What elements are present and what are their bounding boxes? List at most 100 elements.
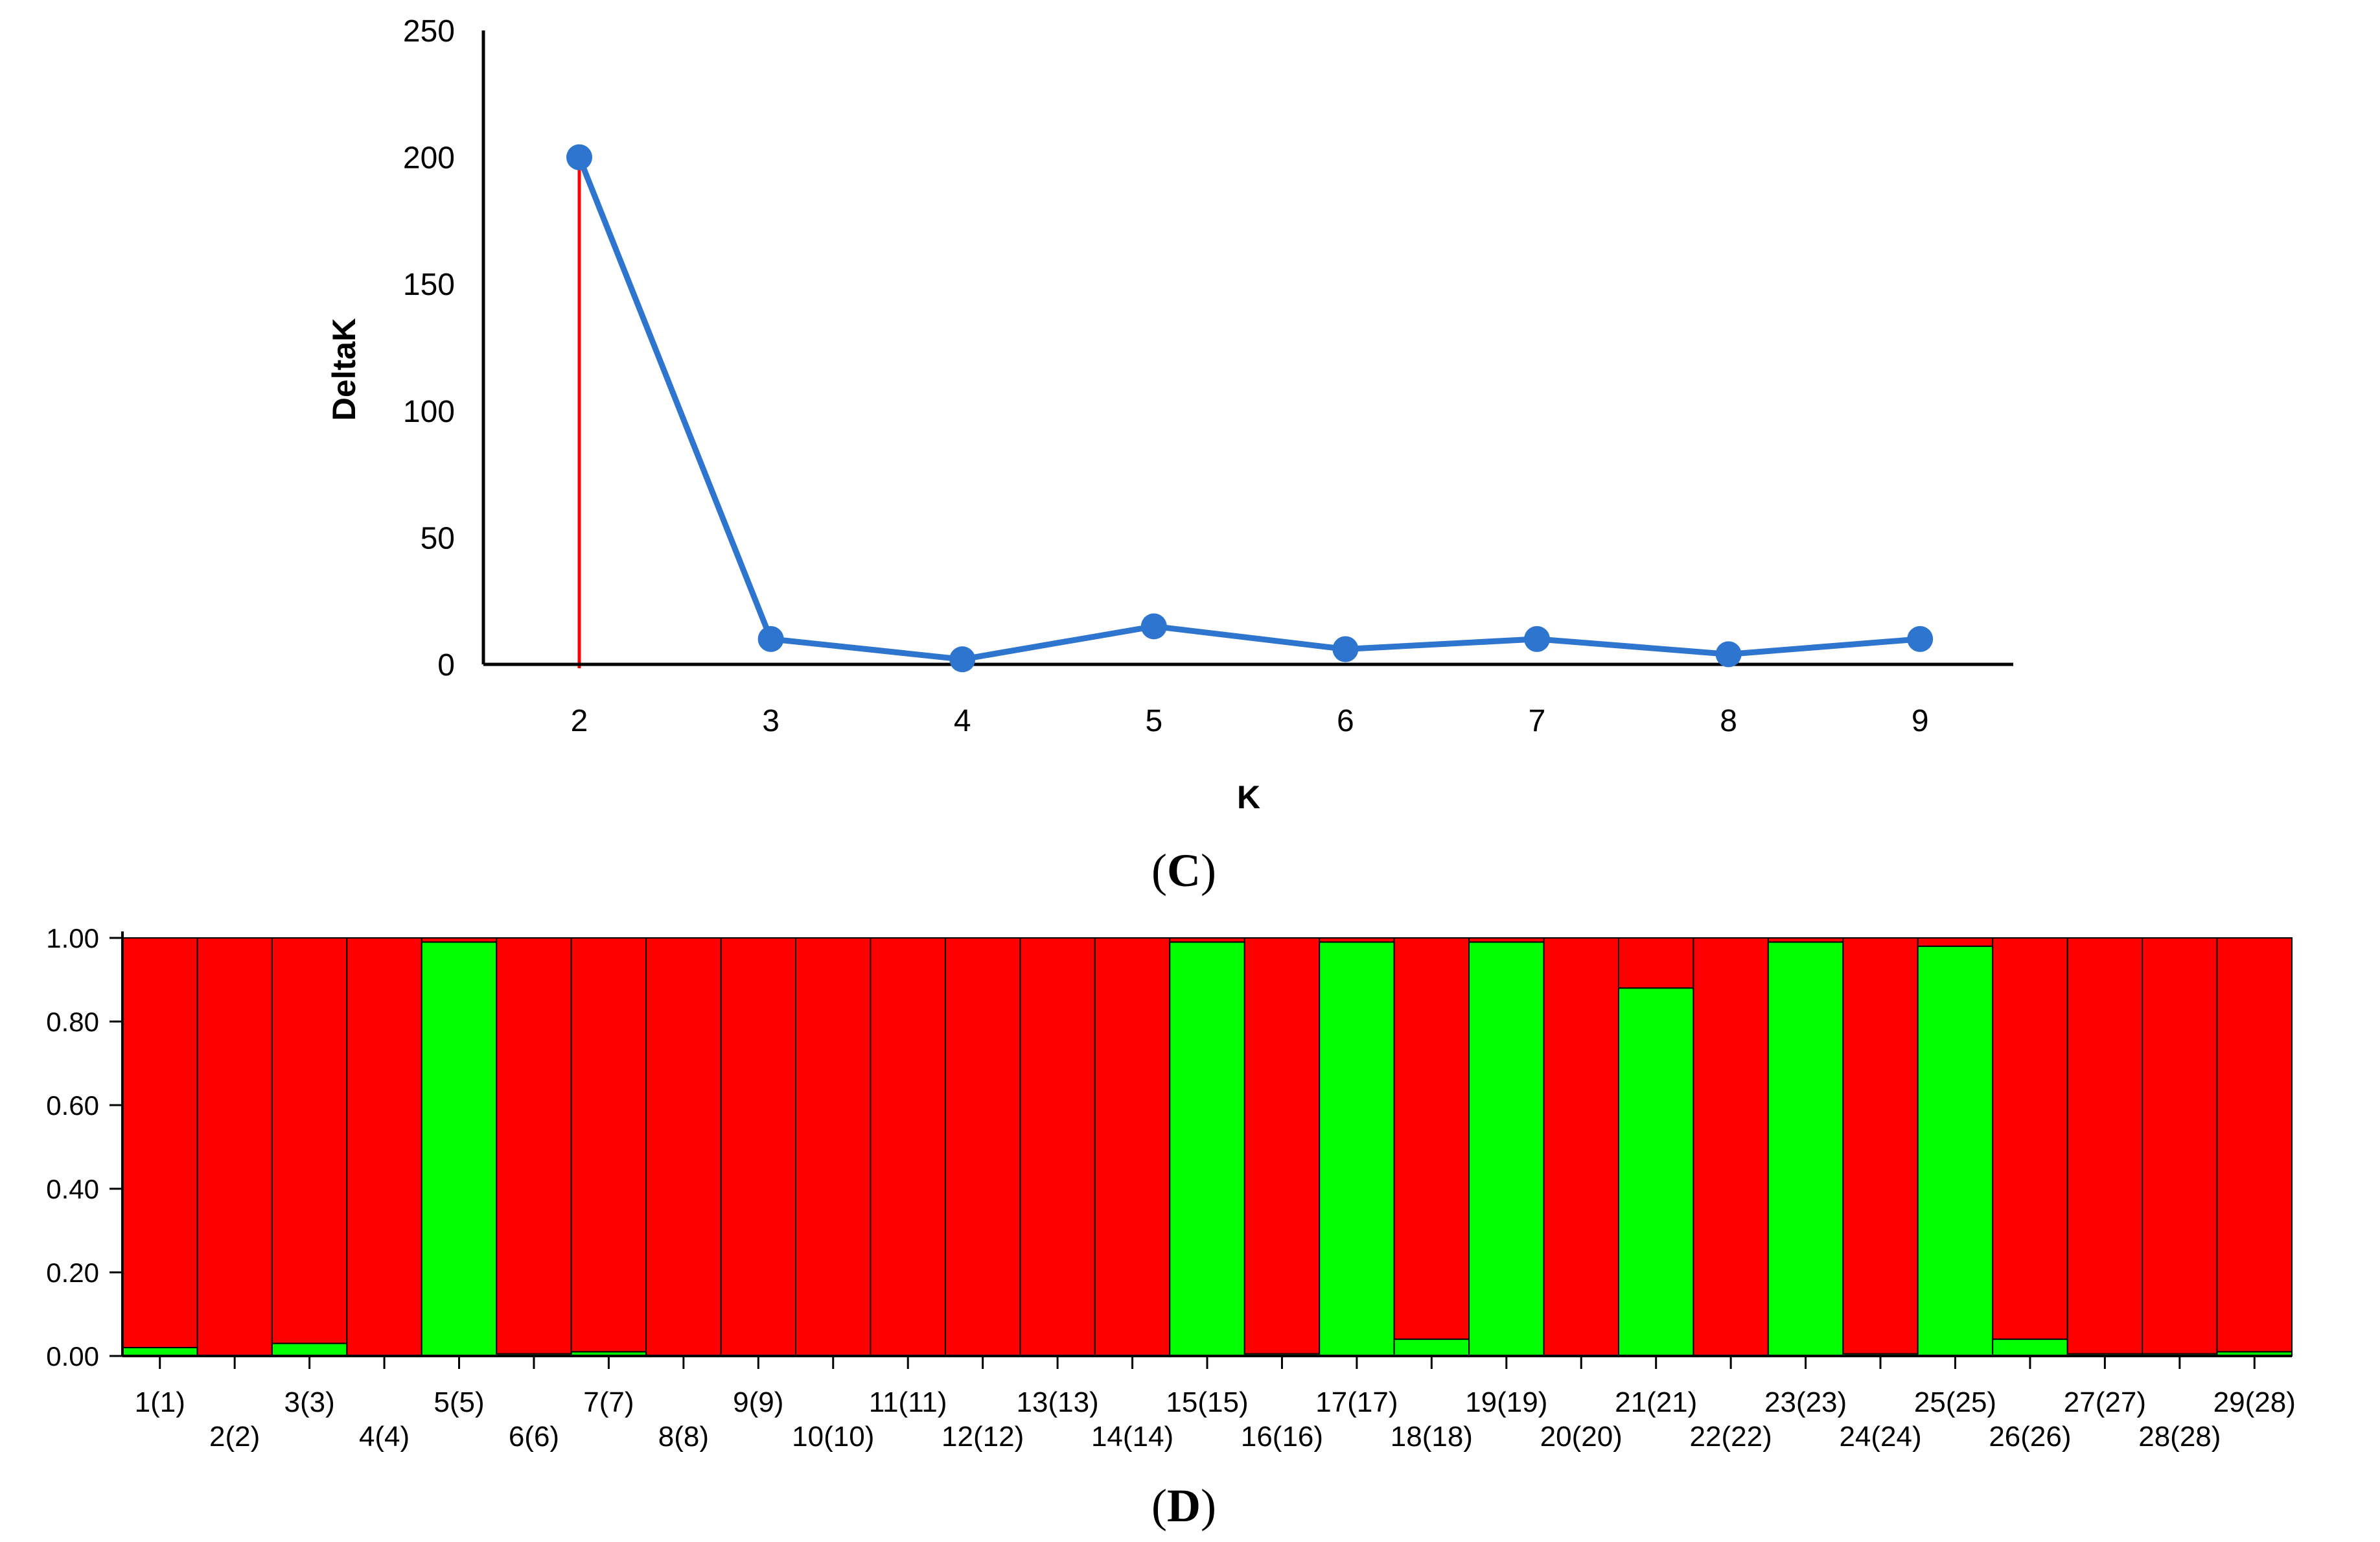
d-caption-letter: D: [1167, 1480, 1201, 1532]
d-bar-cluster2: [1169, 941, 1245, 1357]
d-bar-cluster1: [570, 937, 647, 1353]
c-x-tick-label: 9: [1912, 704, 1929, 738]
d-bar-cluster1: [271, 937, 348, 1344]
c-data-point: [1715, 641, 1742, 668]
d-bar-cluster1: [1917, 937, 1994, 947]
d-bar-cluster2: [1319, 941, 1395, 1357]
d-x-tick-label: 18(18): [1391, 1421, 1473, 1453]
d-bar-cluster2: [1917, 945, 1994, 1357]
d-bar-cluster2: [1617, 987, 1694, 1357]
d-bar-cluster2: [271, 1342, 348, 1357]
c-x-tick-label: 4: [954, 704, 971, 738]
d-x-tick-label: 4(4): [359, 1421, 410, 1453]
d-x-tick-label: 29(28): [2213, 1386, 2296, 1418]
c-data-point: [566, 144, 592, 170]
d-x-tick-label: 5(5): [433, 1386, 484, 1418]
d-x-tick-label: 6(6): [509, 1421, 559, 1453]
c-x-tick-label: 5: [1145, 704, 1162, 738]
d-x-tick-label: 21(21): [1615, 1386, 1697, 1418]
c-caption-letter: C: [1167, 845, 1201, 896]
d-caption-open: (: [1151, 1480, 1167, 1532]
d-bar-cluster1: [944, 937, 1021, 1357]
d-bar-cluster2: [1468, 941, 1545, 1357]
c-x-tick-label: 8: [1720, 704, 1737, 738]
c-y-tick-label: 50: [421, 521, 455, 555]
d-x-tick-label: 20(20): [1540, 1421, 1623, 1453]
d-y-tick-label: 0.40: [46, 1174, 99, 1204]
d-bar-cluster1: [1617, 937, 1694, 989]
panel-c-caption: (C): [1151, 845, 1216, 896]
d-x-tick-label: 28(28): [2138, 1421, 2221, 1453]
d-bar-cluster1: [1992, 937, 2068, 1340]
d-bar-cluster1: [1019, 937, 1096, 1357]
d-bar-cluster1: [1243, 937, 1321, 1355]
d-bar-cluster1: [1693, 937, 1769, 1357]
c-x-tick-label: 7: [1529, 704, 1546, 738]
d-bar-cluster2: [1767, 941, 1844, 1357]
c-y-tick-label: 0: [437, 648, 455, 683]
panel-d-caption: (D): [1151, 1480, 1216, 1532]
c-data-point: [1524, 625, 1550, 652]
d-x-tick-label: 24(24): [1839, 1421, 1921, 1453]
d-y-tick-label: 0.00: [46, 1341, 99, 1372]
c-y-axis-label: DeltaK: [326, 318, 362, 421]
d-x-tick-label: 11(11): [869, 1386, 947, 1418]
c-x-tick-label: 2: [571, 704, 588, 738]
d-bar-cluster1: [1543, 937, 1619, 1357]
d-x-tick-label: 2(2): [209, 1421, 260, 1453]
d-x-tick-label: 22(22): [1690, 1421, 1772, 1453]
d-y-tick-label: 1.00: [46, 923, 99, 953]
d-bar-cluster1: [645, 937, 722, 1357]
d-bar-cluster2: [421, 941, 498, 1357]
d-x-tick-label: 17(17): [1315, 1386, 1398, 1418]
d-bar-cluster1: [122, 937, 198, 1349]
d-bar-cluster1: [2066, 937, 2143, 1355]
c-y-tick-label: 200: [403, 141, 455, 176]
d-bar-cluster1: [1842, 937, 1919, 1355]
d-bar-cluster1: [2216, 937, 2293, 1353]
d-x-tick-label: 26(26): [1989, 1421, 2071, 1453]
d-bar-cluster1: [795, 937, 872, 1357]
d-bar-cluster1: [1094, 937, 1171, 1357]
c-x-tick-label: 3: [762, 704, 780, 738]
d-caption-close: ): [1201, 1480, 1216, 1532]
c-data-point: [1140, 613, 1167, 640]
c-caption-open: (: [1151, 845, 1167, 896]
d-x-tick-label: 19(19): [1465, 1386, 1547, 1418]
d-x-tick-label: 14(14): [1091, 1421, 1173, 1453]
d-bar-cluster1: [496, 937, 572, 1355]
d-x-tick-label: 16(16): [1241, 1421, 1323, 1453]
d-bar-cluster2: [1992, 1338, 2068, 1357]
c-data-point: [757, 625, 784, 652]
d-bar-cluster1: [346, 937, 422, 1357]
d-y-tick-label: 0.80: [46, 1007, 99, 1037]
d-bar-cluster1: [720, 937, 797, 1357]
d-x-tick-label: 9(9): [733, 1386, 783, 1418]
d-x-tick-label: 23(23): [1764, 1386, 1847, 1418]
d-x-tick-label: 3(3): [284, 1386, 334, 1418]
c-caption-close: ): [1201, 845, 1216, 896]
d-y-tick-label: 0.60: [46, 1090, 99, 1121]
d-bar-cluster1: [1393, 937, 1470, 1340]
c-deltak-line: [576, 156, 1921, 662]
d-bar-cluster1: [870, 937, 946, 1357]
d-x-tick-label: 15(15): [1166, 1386, 1248, 1418]
c-y-tick-label: 150: [403, 268, 455, 302]
d-x-tick-label: 13(13): [1017, 1386, 1099, 1418]
d-y-tick-label: 0.20: [46, 1257, 99, 1288]
d-bar-cluster1: [196, 937, 273, 1357]
c-y-tick-label: 100: [403, 395, 455, 429]
d-x-tick-label: 7(7): [583, 1386, 634, 1418]
d-x-tick-label: 25(25): [1914, 1386, 1996, 1418]
c-data-point: [949, 646, 976, 673]
d-x-tick-label: 10(10): [792, 1421, 874, 1453]
c-data-point: [1332, 636, 1359, 662]
d-bar-cluster1: [2142, 937, 2218, 1355]
d-x-tick-label: 12(12): [942, 1421, 1024, 1453]
d-x-tick-label: 8(8): [658, 1421, 709, 1453]
d-bar-cluster2: [1393, 1338, 1470, 1357]
d-x-tick-label: 1(1): [135, 1386, 185, 1418]
panel-c-deltak-chart: 0 50 100 150 200 250 2 3 4 5 6 7 8 9 DeltaK K: [326, 14, 2013, 815]
panel-d-structure-barplot: 0.00 0.20 0.40 0.60 0.80 1.00 1(1) 2(2) 3(3) 4(4…: [46, 923, 2296, 1453]
